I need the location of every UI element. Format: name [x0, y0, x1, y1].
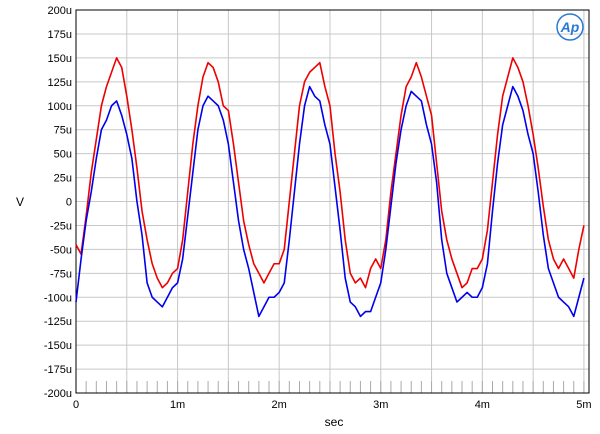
y-tick-label-10: -50u: [50, 244, 72, 256]
x-minor-ticks: [75, 381, 585, 393]
y-tick-label-8: 0: [66, 197, 72, 209]
y-tick-label-6: 50u: [54, 149, 72, 161]
series-line-0: [75, 57, 585, 289]
x-tick-label-5: 5m: [576, 399, 591, 411]
ap-logo-circle: [556, 13, 584, 41]
y-tick-label-11: -75u: [50, 268, 72, 280]
y-tick-label-14: -150u: [44, 340, 72, 352]
y-tick-label-13: -125u: [44, 316, 72, 328]
series-layer: [75, 57, 585, 318]
ap-logo: Ap: [556, 13, 584, 41]
x-tick-label-1: 1m: [170, 399, 185, 411]
y-tick-labels: 200u 175u 150u 125u 100u 75u 50u 25u 0 -25u -50u -7…: [44, 5, 72, 400]
ap-logo-text: Ap: [560, 19, 580, 35]
y-tick-label-4: 100u: [48, 101, 72, 113]
plot-frame: [75, 9, 590, 394]
x-tick-label-2: 2m: [272, 399, 287, 411]
y-axis-label: V: [16, 195, 24, 209]
grid-lines: [75, 9, 589, 394]
y-tick-label-0: 200u: [48, 5, 72, 17]
x-tick-label-0: 0: [73, 399, 79, 411]
y-tick-label-15: -175u: [44, 364, 72, 376]
y-tick-label-2: 150u: [48, 53, 72, 65]
y-tick-label-3: 125u: [48, 77, 72, 89]
x-tick-label-3: 3m: [373, 399, 388, 411]
x-tick-label-4: 4m: [475, 399, 490, 411]
y-tick-label-7: 25u: [54, 173, 72, 185]
x-axis-label: sec: [325, 415, 344, 429]
y-tick-label-9: -25u: [50, 220, 72, 232]
y-tick-label-16: -200u: [44, 388, 72, 400]
y-tick-label-12: -100u: [44, 292, 72, 304]
y-tick-label-5: 75u: [54, 125, 72, 137]
series-line-1: [75, 85, 585, 318]
y-tick-label-1: 175u: [48, 29, 72, 41]
x-tick-labels: 0 1m 2m 3m 4m 5m: [73, 399, 592, 411]
